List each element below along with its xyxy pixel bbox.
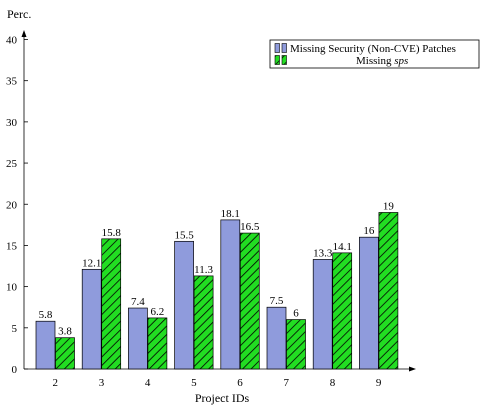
bar-security [81,268,102,370]
y-tick-label: 0 [12,364,18,376]
x-tick-label: 7 [284,377,290,389]
y-tick-label: 40 [6,35,18,47]
y-tick-label: 15 [6,240,18,252]
bars [35,212,399,370]
bar-security [220,219,241,370]
bar-label-security: 12.1 [82,257,101,269]
bar-labels: 5.8 3.8 12.1 15.8 7.4 6.2 15.5 11.3 18.116.5 7.5 6… [39,200,395,337]
x-axis-arrow [409,366,416,372]
bar-sps [147,317,168,370]
bar-sps [378,212,399,370]
y-ticks: 0 5 10 15 20 25 30 35 40 [6,35,28,376]
legend-swatch-security-2 [281,43,287,53]
bar-sps [101,238,122,370]
bar-label-security: 15.5 [174,229,194,241]
bar-sps [239,232,260,370]
x-tick-label: 6 [237,377,243,389]
legend-label-security: Missing Security (Non-CVE) Patches [290,43,456,55]
bar-label-security: 16 [363,225,375,237]
bar-label-sps: 3.8 [58,326,72,338]
y-tick-label: 35 [6,76,18,88]
bar-label-sps: 14.1 [333,241,352,253]
bar-label-security: 18.1 [221,208,240,220]
legend-label-sps: Missing sps [356,55,408,67]
bar-label-security: 7.5 [270,295,284,307]
bar-label-security: 7.4 [131,296,145,308]
x-axis-label: Project IDs [195,391,250,405]
bar-label-sps: 16.5 [240,221,260,233]
y-axis-label: Perc. [7,7,31,21]
bar-security [266,306,287,370]
bar-label-security: 5.8 [39,309,53,321]
legend-swatch-security-1 [274,43,280,53]
bar-sps [286,319,306,370]
legend: Missing Security (Non-CVE) Patches Missi… [269,39,480,69]
y-tick-label: 20 [6,199,18,211]
bar-security [128,307,148,370]
bar-sps [193,275,214,370]
legend-label-sps-italic: sps [394,55,408,67]
bar-label-security: 13.3 [313,247,333,259]
bar-label-sps: 11.3 [194,264,213,276]
bar-sps [332,252,353,370]
bar-label-sps: 6.2 [151,306,165,318]
bar-security [359,236,379,370]
x-tick-label: 8 [330,377,336,389]
x-tick-label: 4 [145,377,151,389]
y-tick-label: 30 [6,117,18,129]
y-tick-label: 25 [6,158,18,170]
y-axis-arrow [21,30,27,37]
bar-sps [55,337,75,370]
bar-label-sps: 19 [383,200,395,212]
bar-label-sps: 15.8 [102,227,122,239]
x-tick-label: 3 [99,377,105,389]
bar-security [312,259,333,370]
legend-swatch-sps-1 [274,55,280,65]
x-tick-label: 2 [53,377,59,389]
y-tick-label: 5 [12,323,18,335]
legend-box [269,39,480,69]
bar-security [174,240,194,370]
legend-swatch-sps-2 [281,55,287,65]
bar-security [35,320,56,370]
y-tick-label: 10 [6,282,18,294]
x-tick-label: 9 [376,377,382,389]
x-tick-label: 5 [191,377,197,389]
bar-label-sps: 6 [293,308,299,320]
legend-label-sps-prefix: Missing [356,55,394,67]
